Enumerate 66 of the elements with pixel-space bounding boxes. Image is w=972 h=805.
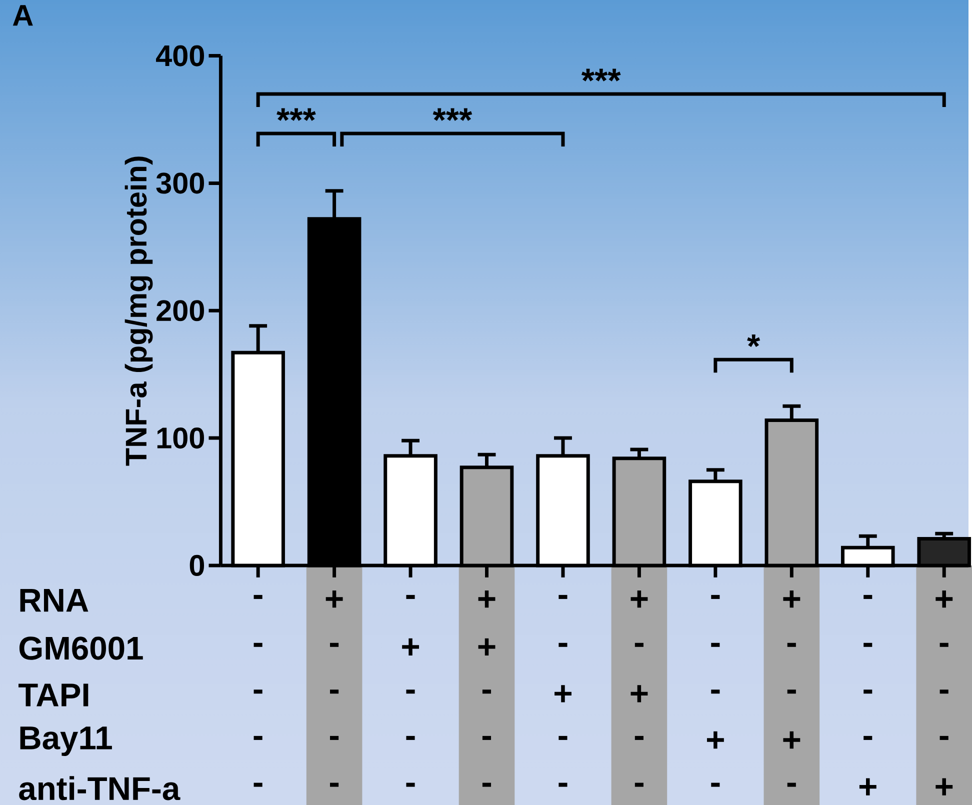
text: +: [783, 590, 800, 608]
text: +: [478, 590, 496, 608]
text: -: [330, 782, 339, 787]
annotation: ***: [432, 108, 472, 121]
text: RNA: [20, 589, 88, 612]
text: -: [254, 690, 262, 694]
text: -: [711, 642, 720, 647]
y-tick-label: 200: [156, 300, 204, 322]
text: -: [864, 736, 872, 740]
text: Bay11: [20, 726, 112, 756]
y-tick-label: 400: [156, 45, 204, 66]
text: -: [864, 642, 872, 647]
text: -: [558, 736, 568, 740]
text: -: [558, 594, 568, 599]
text: TAPI: [18, 684, 88, 706]
text: -: [711, 594, 720, 599]
text: -: [254, 736, 262, 740]
text: -: [711, 782, 720, 787]
text: +: [630, 685, 648, 702]
text: +: [936, 590, 953, 608]
text: -: [254, 642, 262, 647]
text: +: [783, 731, 800, 749]
text: +: [630, 590, 648, 608]
text: -: [482, 782, 492, 787]
text: -: [864, 690, 872, 694]
text: anti-TNF-a: [19, 776, 180, 800]
text: -: [787, 642, 796, 647]
annotation: *: [747, 334, 760, 347]
text: -: [406, 736, 415, 740]
text: +: [326, 590, 343, 608]
text: -: [940, 642, 948, 647]
text: +: [859, 778, 876, 796]
text: -: [254, 782, 262, 787]
text: -: [634, 782, 644, 787]
text: -: [482, 690, 492, 694]
text: -: [940, 690, 948, 694]
text: -: [406, 594, 415, 599]
text: -: [634, 736, 644, 740]
text: -: [558, 642, 568, 647]
text: -: [482, 736, 492, 740]
text: -: [330, 736, 339, 740]
annotation: ***: [276, 108, 316, 121]
text: -: [634, 642, 644, 647]
text: -: [864, 594, 872, 599]
text: +: [554, 685, 572, 702]
y-tick-label: 0: [190, 554, 204, 576]
text: -: [558, 782, 568, 787]
y-axis-title: TNF-a (pg/mg protein): [124, 156, 153, 466]
text: -: [787, 782, 796, 787]
text: -: [787, 690, 796, 694]
y-tick-label: 300: [156, 172, 204, 194]
text: +: [478, 638, 496, 656]
annotation: ***: [581, 68, 621, 82]
text: -: [406, 690, 415, 694]
y-tick-label: 100: [157, 427, 204, 449]
text: -: [254, 594, 262, 599]
text: -: [330, 642, 339, 647]
text: +: [706, 731, 724, 749]
text: GM6001: [19, 636, 143, 660]
text: -: [406, 782, 415, 787]
text: +: [936, 778, 953, 796]
text: A: [12, 5, 33, 26]
text: -: [711, 690, 720, 694]
text: -: [940, 736, 948, 740]
text: -: [330, 690, 339, 694]
text: +: [402, 638, 420, 656]
